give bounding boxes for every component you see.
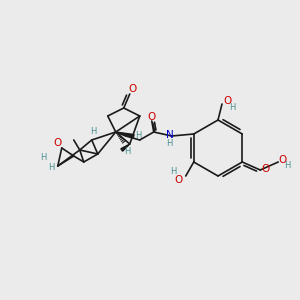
Text: H: H — [124, 148, 131, 157]
Text: O: O — [278, 155, 286, 165]
Text: O: O — [261, 164, 269, 174]
Text: H: H — [40, 154, 47, 163]
Text: O: O — [223, 96, 231, 106]
Text: O: O — [175, 175, 183, 185]
Text: O: O — [148, 112, 156, 122]
Text: O: O — [54, 138, 62, 148]
Text: H: H — [136, 131, 142, 140]
Text: O: O — [129, 84, 137, 94]
Text: H: H — [167, 139, 173, 148]
Text: H: H — [91, 128, 97, 136]
Polygon shape — [116, 132, 134, 137]
Text: H: H — [49, 164, 55, 172]
Text: H: H — [171, 167, 177, 176]
Polygon shape — [121, 144, 130, 151]
Text: N: N — [166, 130, 174, 140]
Text: H: H — [229, 103, 235, 112]
Text: H: H — [284, 161, 290, 170]
